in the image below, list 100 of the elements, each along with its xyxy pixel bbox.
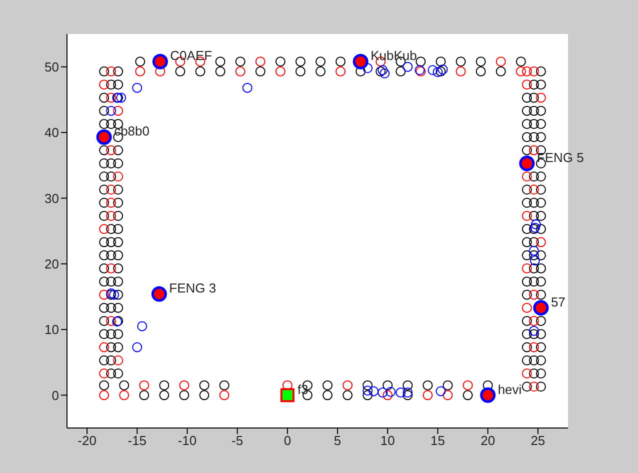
point — [255, 56, 266, 67]
point — [428, 65, 438, 76]
y-tick-label: 0 — [52, 388, 59, 403]
point — [533, 300, 549, 316]
point — [536, 382, 546, 392]
point — [132, 82, 142, 93]
point — [522, 276, 532, 287]
x-tick-label: 25 — [530, 433, 546, 448]
y-tick-label: 40 — [44, 125, 59, 140]
point — [462, 380, 473, 390]
point — [396, 388, 406, 398]
point — [135, 56, 146, 67]
y-tick-label: 50 — [44, 59, 59, 74]
point — [432, 67, 443, 78]
point — [295, 66, 306, 76]
point — [135, 66, 146, 76]
point — [113, 237, 124, 248]
point — [380, 68, 390, 78]
point — [528, 263, 539, 274]
point — [522, 368, 532, 378]
point — [235, 56, 246, 67]
point — [536, 250, 546, 260]
point — [362, 380, 373, 390]
annotation: cb8b0 — [114, 124, 150, 139]
point — [480, 387, 496, 403]
point — [496, 66, 506, 76]
point — [536, 237, 546, 248]
point — [536, 80, 546, 90]
point — [528, 210, 539, 221]
point — [536, 368, 546, 378]
x-tick-label: -5 — [232, 433, 244, 448]
point — [522, 145, 532, 156]
point — [442, 390, 453, 400]
point — [368, 386, 379, 396]
point — [106, 118, 116, 129]
point — [522, 329, 532, 340]
point — [462, 390, 473, 400]
point — [456, 66, 466, 76]
point — [99, 250, 110, 260]
point — [106, 158, 116, 168]
point — [536, 118, 546, 129]
point — [342, 380, 353, 390]
point — [139, 390, 150, 400]
point — [536, 106, 546, 116]
point — [522, 302, 532, 313]
point — [137, 321, 148, 332]
point — [382, 380, 393, 390]
point — [106, 80, 116, 90]
point — [536, 263, 546, 274]
point — [99, 390, 110, 400]
x-tick-label: 5 — [334, 433, 342, 448]
point — [442, 380, 453, 390]
point — [99, 210, 110, 221]
point — [528, 355, 539, 366]
point — [106, 368, 116, 378]
point — [536, 92, 546, 103]
point — [242, 82, 252, 93]
point — [113, 80, 124, 90]
point — [316, 66, 326, 76]
point — [536, 171, 546, 182]
point — [422, 390, 433, 400]
point — [132, 342, 142, 352]
point — [528, 198, 539, 208]
point — [106, 237, 116, 248]
point — [522, 250, 532, 260]
point — [99, 184, 110, 195]
point — [522, 316, 532, 326]
point — [386, 386, 396, 397]
point — [522, 290, 532, 300]
point — [536, 290, 546, 300]
point — [536, 342, 546, 352]
point — [528, 382, 539, 392]
point — [113, 66, 124, 76]
point — [362, 386, 373, 396]
point — [106, 276, 116, 287]
point — [528, 246, 539, 256]
point — [139, 380, 150, 390]
point — [96, 129, 112, 145]
point — [528, 316, 539, 326]
point — [336, 56, 346, 67]
point — [362, 63, 373, 74]
point — [106, 316, 116, 326]
point — [113, 302, 124, 313]
point — [99, 290, 110, 300]
point — [106, 342, 116, 352]
annotation: FENG 3 — [169, 280, 216, 296]
point — [436, 56, 446, 67]
point — [275, 66, 286, 76]
point — [456, 56, 466, 67]
point — [99, 342, 110, 352]
point — [295, 56, 306, 67]
point — [106, 184, 116, 195]
point — [99, 92, 110, 103]
point — [530, 256, 540, 266]
point — [99, 355, 110, 366]
point — [536, 210, 546, 221]
point — [99, 302, 110, 313]
point — [522, 355, 532, 366]
y-tick-label: 10 — [44, 322, 59, 338]
point — [99, 171, 110, 182]
